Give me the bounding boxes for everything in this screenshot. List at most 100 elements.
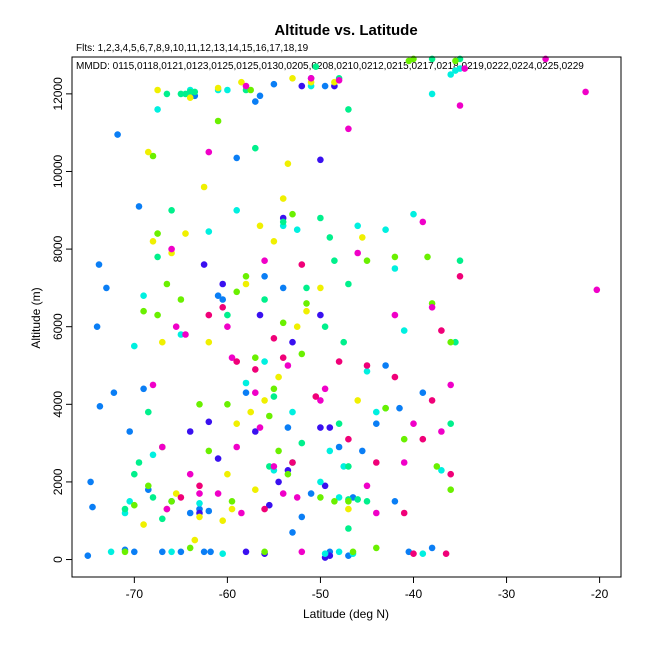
data-point: [345, 525, 352, 532]
data-point: [252, 144, 259, 152]
data-point: [331, 257, 338, 265]
data-point: [261, 548, 268, 556]
data-point: [205, 447, 213, 455]
data-point: [186, 428, 194, 435]
data-point: [242, 82, 250, 90]
data-point: [410, 550, 417, 557]
data-point: [177, 90, 185, 98]
data-point: [177, 494, 185, 501]
data-point: [219, 550, 226, 557]
data-point: [363, 257, 371, 265]
data-point: [261, 358, 268, 365]
data-point: [186, 470, 194, 478]
data-point: [359, 234, 366, 241]
data-point: [131, 501, 138, 509]
data-point: [345, 498, 352, 505]
data-point: [159, 515, 166, 523]
data-point: [214, 117, 222, 125]
data-point: [256, 222, 264, 230]
data-point: [275, 478, 282, 486]
data-point: [140, 292, 147, 300]
data-point: [149, 451, 157, 459]
data-point: [317, 311, 324, 319]
data-point: [270, 393, 278, 400]
data-point: [335, 494, 343, 501]
data-point: [279, 354, 287, 362]
data-point: [447, 71, 455, 78]
data-point: [396, 404, 403, 412]
data-point: [410, 420, 417, 428]
data-point: [247, 408, 254, 416]
data-point: [196, 401, 203, 408]
data-point: [428, 397, 436, 404]
data-point: [424, 253, 431, 261]
chart-subtitle-flights: Flts: 1,2,3,4,5,6,7,8,9,10,11,12,13,14,1…: [76, 43, 309, 54]
data-point: [205, 338, 213, 346]
data-point: [345, 125, 352, 133]
data-point: [191, 88, 199, 96]
data-point: [373, 420, 380, 428]
data-point: [293, 226, 301, 233]
data-point: [428, 90, 436, 98]
data-point: [289, 338, 296, 346]
data-point: [242, 379, 250, 387]
data-point: [233, 443, 240, 451]
data-point: [107, 548, 115, 556]
data-point: [219, 280, 226, 288]
data-point: [321, 385, 329, 393]
data-point: [354, 222, 362, 230]
data-point: [224, 311, 231, 319]
data-point: [214, 455, 222, 462]
data-point: [284, 470, 292, 478]
data-point: [284, 362, 292, 369]
data-point: [428, 544, 436, 552]
y-tick-label: 0: [51, 556, 65, 563]
data-point: [284, 424, 292, 431]
data-point: [391, 311, 399, 319]
data-point: [233, 288, 240, 296]
data-point: [126, 428, 133, 435]
data-point: [200, 548, 208, 556]
data-point: [242, 280, 250, 288]
data-point: [145, 408, 152, 416]
data-point: [326, 447, 334, 455]
y-tick-label: 4000: [51, 391, 65, 418]
data-point: [298, 82, 306, 90]
data-point: [159, 548, 166, 556]
data-point: [261, 257, 268, 265]
data-point: [154, 311, 161, 319]
data-point: [163, 90, 171, 98]
data-point: [345, 280, 352, 288]
data-point: [196, 482, 203, 490]
data-point: [312, 393, 320, 400]
data-point: [461, 65, 469, 72]
data-point: [373, 509, 380, 517]
axes: -70 -60 -50 -40 -30 -20 0 2000 4000 6000 8000 10000…: [51, 77, 609, 601]
data-point: [433, 463, 441, 470]
data-point: [186, 509, 194, 517]
data-points: [84, 55, 601, 561]
data-point: [182, 331, 189, 338]
data-point: [419, 218, 427, 226]
data-point: [205, 148, 213, 156]
data-point: [149, 381, 157, 389]
data-point: [438, 467, 445, 474]
data-point: [191, 536, 199, 544]
data-point: [205, 311, 213, 319]
data-point: [126, 498, 133, 505]
data-point: [298, 261, 306, 268]
data-point: [154, 230, 161, 237]
data-point: [233, 154, 240, 162]
data-point: [270, 80, 278, 88]
data-point: [317, 284, 324, 292]
data-point: [172, 323, 180, 331]
data-point: [447, 420, 455, 428]
data-point: [345, 463, 352, 470]
data-point: [428, 304, 436, 311]
data-point: [149, 152, 157, 160]
data-point: [207, 548, 214, 556]
data-point: [275, 373, 282, 381]
data-point: [452, 57, 459, 65]
data-point: [293, 323, 301, 331]
y-tick-label: 2000: [51, 468, 65, 495]
